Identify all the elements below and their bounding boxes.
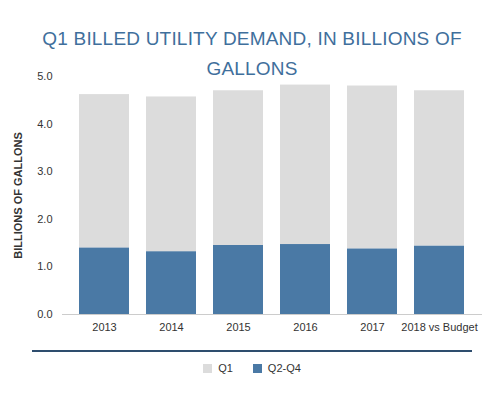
- svg-text:1.0: 1.0: [37, 260, 52, 272]
- svg-text:BILLIONS OF GALLONS: BILLIONS OF GALLONS: [12, 132, 24, 259]
- svg-text:2013: 2013: [92, 321, 116, 333]
- svg-text:4.0: 4.0: [37, 118, 52, 130]
- svg-text:2018 vs Budget: 2018 vs Budget: [401, 321, 477, 333]
- svg-text:3.0: 3.0: [37, 165, 52, 177]
- svg-text:2.0: 2.0: [37, 213, 52, 225]
- svg-text:2016: 2016: [293, 321, 317, 333]
- svg-text:5.0: 5.0: [37, 70, 52, 82]
- svg-text:2014: 2014: [159, 321, 183, 333]
- svg-text:2017: 2017: [360, 321, 384, 333]
- svg-text:0.0: 0.0: [37, 308, 52, 320]
- svg-text:2015: 2015: [226, 321, 250, 333]
